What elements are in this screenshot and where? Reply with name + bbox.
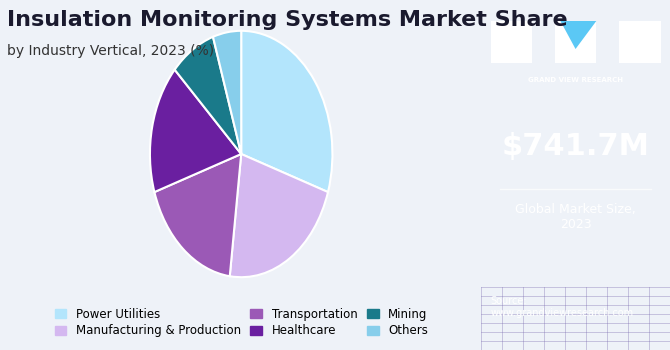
Text: by Industry Vertical, 2023 (%): by Industry Vertical, 2023 (%): [7, 44, 214, 58]
Text: $741.7M: $741.7M: [502, 133, 649, 161]
Wedge shape: [150, 70, 241, 192]
Wedge shape: [230, 154, 328, 277]
Wedge shape: [154, 154, 241, 276]
FancyBboxPatch shape: [490, 21, 532, 63]
Polygon shape: [560, 21, 596, 49]
Text: Global Market Size,
2023: Global Market Size, 2023: [515, 203, 636, 231]
Text: Source:
www.grandviewresearch.com: Source: www.grandviewresearch.com: [490, 296, 634, 318]
Wedge shape: [175, 37, 241, 154]
Wedge shape: [241, 31, 332, 192]
Wedge shape: [213, 31, 241, 154]
Text: GRAND VIEW RESEARCH: GRAND VIEW RESEARCH: [528, 77, 623, 83]
Legend: Power Utilities, Manufacturing & Production, Transportation, Healthcare, Mining,: Power Utilities, Manufacturing & Product…: [50, 303, 433, 342]
Text: Insulation Monitoring Systems Market Share: Insulation Monitoring Systems Market Sha…: [7, 10, 567, 30]
FancyBboxPatch shape: [555, 21, 596, 63]
FancyBboxPatch shape: [619, 21, 661, 63]
